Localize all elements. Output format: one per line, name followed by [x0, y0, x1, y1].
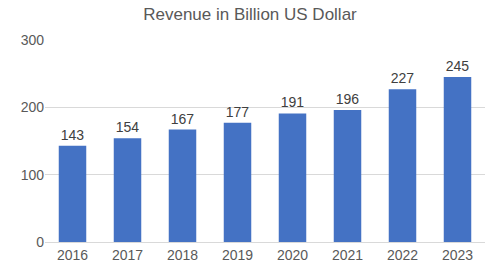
svg-text:2018: 2018 [167, 247, 198, 263]
svg-text:2019: 2019 [222, 247, 253, 263]
svg-text:2021: 2021 [332, 247, 363, 263]
svg-text:227: 227 [391, 70, 415, 86]
svg-text:167: 167 [171, 111, 195, 127]
svg-text:2017: 2017 [112, 247, 143, 263]
svg-text:196: 196 [336, 91, 360, 107]
svg-text:300: 300 [21, 32, 45, 48]
svg-text:Revenue in Billion US Dollar: Revenue in Billion US Dollar [143, 5, 357, 24]
svg-text:2023: 2023 [442, 247, 473, 263]
svg-text:2022: 2022 [387, 247, 418, 263]
svg-text:200: 200 [21, 99, 45, 115]
svg-text:177: 177 [226, 104, 250, 120]
svg-text:154: 154 [116, 119, 140, 135]
svg-text:2020: 2020 [277, 247, 308, 263]
svg-text:245: 245 [446, 58, 470, 74]
svg-text:0: 0 [36, 234, 44, 250]
svg-text:2016: 2016 [57, 247, 88, 263]
svg-text:143: 143 [61, 127, 85, 143]
svg-text:100: 100 [21, 167, 45, 183]
svg-text:191: 191 [281, 94, 305, 110]
